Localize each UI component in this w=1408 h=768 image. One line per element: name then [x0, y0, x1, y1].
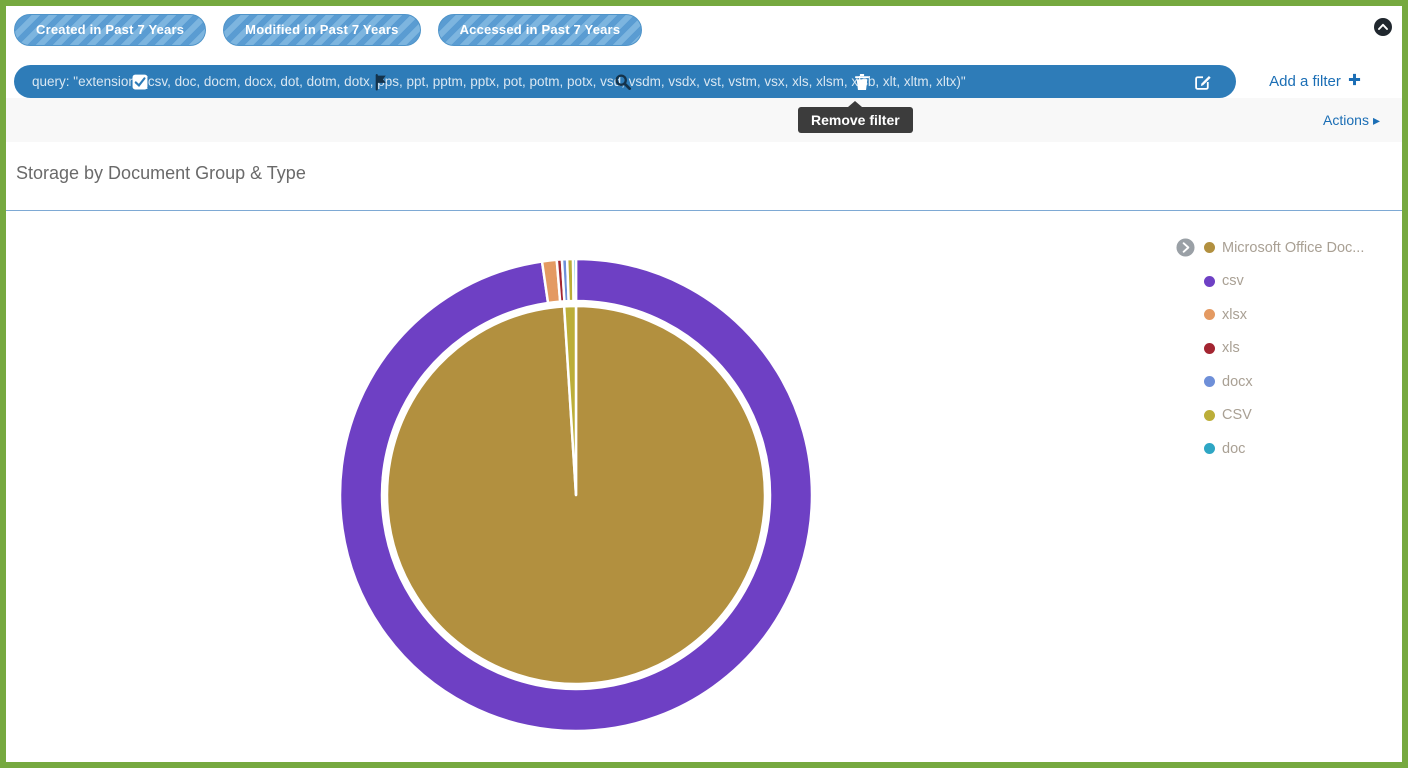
legend-back-button[interactable] [1176, 238, 1195, 257]
page-title: Storage by Document Group & Type [16, 163, 306, 183]
sunburst-segment-csv[interactable]: csv 97.7% [338, 257, 814, 733]
legend-item[interactable]: Microsoft Office Doc... [1204, 231, 1386, 265]
legend-color-dot [1204, 242, 1215, 254]
legend-item[interactable]: xlsx [1204, 298, 1386, 332]
trash-icon[interactable] [854, 73, 871, 90]
triangle-right-icon: ▸ [1372, 111, 1380, 128]
legend-color-dot [1204, 376, 1215, 388]
legend-label: CSV [1222, 407, 1252, 424]
sunburst-segment-csv[interactable]: CSV 1% [562, 304, 578, 497]
panel-divider [6, 210, 1402, 211]
legend-label: csv [1222, 273, 1244, 290]
chart-legend-list: Microsoft Office Doc... csv xlsx xls docx CSV… [1204, 231, 1386, 466]
legend-item[interactable]: csv [1204, 265, 1386, 299]
sunburst-segment-doc[interactable]: doc 0.2% [571, 257, 578, 303]
legend-label: doc [1222, 440, 1246, 457]
filter-pill-accessed[interactable]: Accessed in Past 7 Years [437, 14, 643, 46]
tooltip-remove-filter: Remove filter [798, 107, 913, 133]
actions-menu-button[interactable]: Actions ▸ [1317, 111, 1386, 130]
sunburst-chart: Microsoft Office Doc... 99%CSV 1%csv 97.… [338, 257, 814, 733]
legend-item[interactable]: docx [1204, 365, 1386, 399]
checkbox-icon[interactable] [131, 73, 148, 90]
legend-color-dot [1204, 443, 1215, 455]
legend-item[interactable]: xls [1204, 332, 1386, 366]
add-filter-label: Add a filter [1269, 73, 1341, 90]
query-filter-bar[interactable]: query: "extension: (csv, doc, docm, docx… [14, 65, 1236, 98]
flag-icon[interactable] [372, 73, 389, 90]
query-text: query: "extension: (csv, doc, docm, docx… [32, 74, 966, 89]
collapse-panel-button[interactable] [1374, 18, 1392, 36]
chart-legend: Microsoft Office Doc... csv xlsx xls docx CSV… [1176, 231, 1386, 466]
chart-area: Microsoft Office Doc... 99%CSV 1%csv 97.… [6, 211, 1402, 757]
filter-pill-label: Accessed in Past 7 Years [459, 22, 621, 37]
legend-color-dot [1204, 409, 1215, 421]
filter-pill-modified[interactable]: Modified in Past 7 Years [223, 14, 421, 46]
edit-icon[interactable] [1195, 73, 1212, 90]
magnifier-icon[interactable] [614, 73, 631, 90]
page: Created in Past 7 Years Modified in Past… [6, 6, 1402, 762]
legend-label: xls [1222, 340, 1240, 357]
filter-pill-created[interactable]: Created in Past 7 Years [14, 14, 207, 46]
legend-label: xlsx [1222, 306, 1247, 323]
chevron-up-icon [1374, 18, 1392, 39]
legend-item[interactable]: doc [1204, 432, 1386, 466]
filter-pill-label: Modified in Past 7 Years [245, 22, 399, 37]
legend-color-dot [1204, 309, 1215, 321]
legend-item[interactable]: CSV [1204, 399, 1386, 433]
actions-row: Actions ▸ [6, 98, 1402, 142]
chevron-right-icon [1176, 238, 1195, 260]
legend-label: Microsoft Office Doc... [1222, 239, 1365, 256]
legend-color-dot [1204, 275, 1215, 287]
actions-label: Actions [1323, 112, 1369, 128]
legend-label: docx [1222, 373, 1253, 390]
filter-pill-label: Created in Past 7 Years [36, 22, 185, 37]
legend-color-dot [1204, 342, 1215, 354]
query-row: query: "extension: (csv, doc, docm, docx… [14, 65, 1394, 98]
plus-icon [1348, 73, 1361, 90]
add-filter-button[interactable]: Add a filter [1236, 72, 1394, 91]
filters-row: Created in Past 7 Years Modified in Past… [6, 6, 1402, 46]
tooltip-text: Remove filter [811, 112, 900, 128]
